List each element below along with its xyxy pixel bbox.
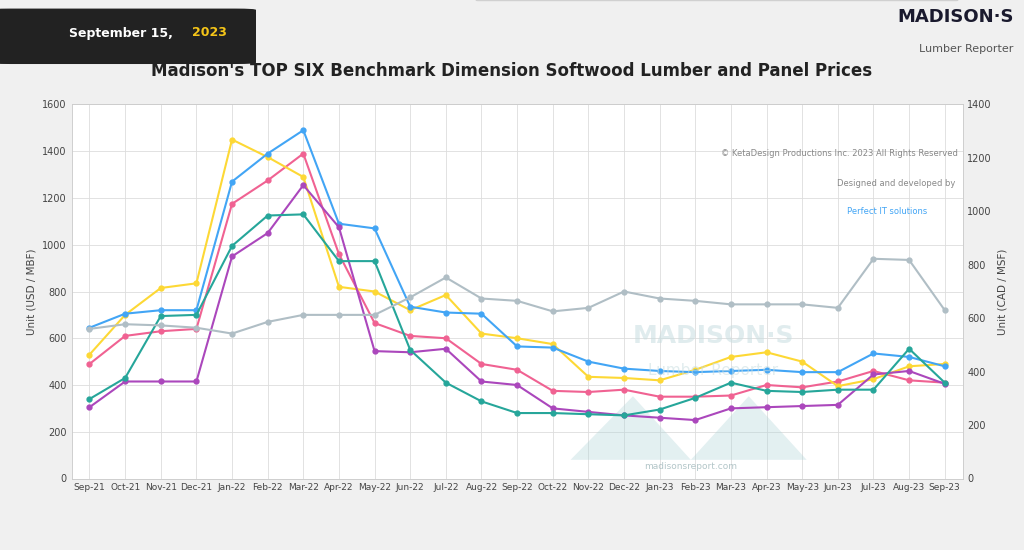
Text: © KetaDesign Productions Inc. 2023 All Rights Reserved: © KetaDesign Productions Inc. 2023 All R… [721,150,958,158]
Text: 2023: 2023 [193,26,227,40]
Text: MADISON·S: MADISON·S [897,8,1014,25]
Text: madisonsreport.com: madisonsreport.com [644,462,737,471]
Y-axis label: Unit (CAD / MSF): Unit (CAD / MSF) [997,248,1008,335]
Text: MADISON·S: MADISON·S [633,324,794,348]
Polygon shape [691,396,807,460]
Text: Lumber Reporter: Lumber Reporter [920,45,1014,54]
Text: September 15,: September 15, [69,26,177,40]
Text: Madison's TOP SIX Benchmark Dimension Softwood Lumber and Panel Prices: Madison's TOP SIX Benchmark Dimension So… [152,62,872,80]
FancyBboxPatch shape [0,9,256,64]
Text: Perfect IT solutions: Perfect IT solutions [847,207,927,216]
Text: Designed and developed by: Designed and developed by [837,179,958,188]
Polygon shape [570,396,691,460]
Text: Lumber Reporter: Lumber Reporter [648,362,778,377]
Y-axis label: Unit (USD / MBF): Unit (USD / MBF) [27,248,37,335]
